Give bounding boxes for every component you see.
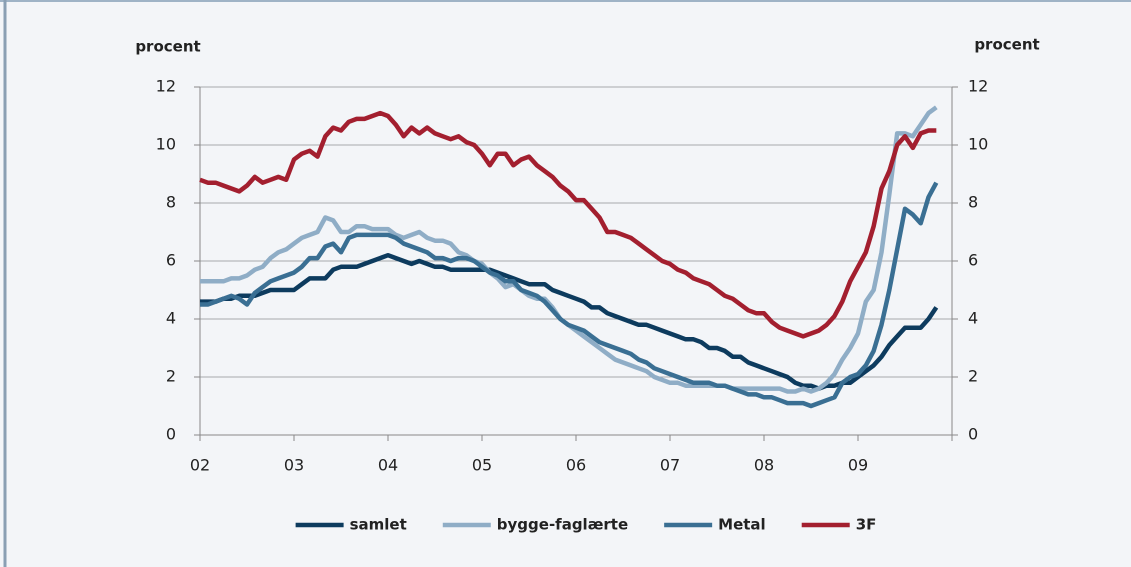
y-tick-label: 0 (166, 425, 176, 444)
y2-tick-label: 0 (968, 425, 978, 444)
y-tick-label: 6 (166, 251, 176, 270)
y2-axis-label: procent (974, 36, 1039, 54)
x-tick-label: 09 (848, 456, 868, 475)
y2-tick-label: 12 (968, 77, 988, 96)
x-tick-label: 05 (472, 456, 492, 475)
x-tick-label: 02 (190, 456, 210, 475)
x-tick-label: 04 (378, 456, 398, 475)
series-line (200, 252, 939, 391)
x-tick-label: 07 (660, 456, 680, 475)
y-tick-label: 4 (166, 309, 176, 328)
y2-tick-label: 4 (968, 309, 978, 328)
legend-label: 3F (856, 516, 877, 534)
y-tick-label: 10 (156, 135, 176, 154)
y-tick-label: 12 (156, 77, 176, 96)
legend-label: Metal (718, 516, 766, 534)
y-tick-label: 8 (166, 193, 176, 212)
legend-label: samlet (350, 516, 407, 534)
y2-tick-label: 10 (968, 135, 988, 154)
series-line (199, 110, 937, 339)
y2-tick-label: 8 (968, 193, 978, 212)
legend-label: bygge-faglærte (497, 516, 628, 534)
y2-tick-label: 6 (968, 251, 978, 270)
x-tick-label: 03 (284, 456, 304, 475)
x-tick-label: 08 (754, 456, 774, 475)
y-axis-label: procent (135, 38, 200, 56)
series-line (200, 181, 939, 409)
y-tick-label: 2 (166, 367, 176, 386)
x-tick-label: 06 (566, 456, 586, 475)
y2-tick-label: 2 (968, 367, 978, 386)
